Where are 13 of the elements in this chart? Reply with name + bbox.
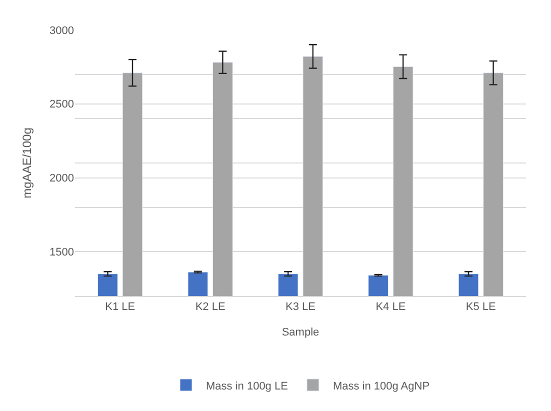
x-tick-label: K5 LE [466, 301, 496, 314]
y-tick-label: 3000 [50, 24, 74, 37]
x-tick-label: K1 LE [105, 301, 136, 314]
y-tick-label: 2500 [50, 98, 74, 111]
y-tick-label: 2000 [50, 172, 74, 185]
x-tick-label: K4 LE [376, 301, 406, 314]
legend-label: Mass in 100g AgNP [332, 380, 430, 392]
y-tick-label: 1500 [50, 246, 74, 259]
x-tick-label: K3 LE [286, 301, 316, 314]
x-tick-label: K2 LE [195, 301, 226, 314]
x-axis-title: Sample [282, 326, 320, 338]
y-axis-title: mgAAE/100g [20, 128, 34, 198]
legend-label: Mass in 100g LE [206, 380, 288, 392]
